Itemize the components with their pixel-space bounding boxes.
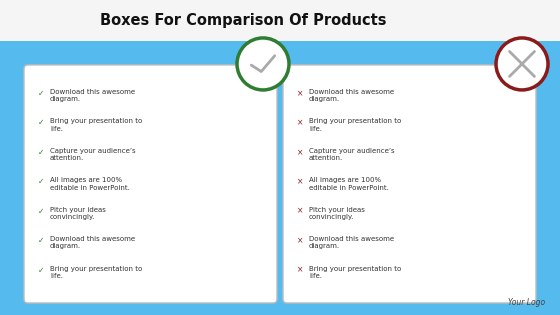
Text: Bring your presentation to
life.: Bring your presentation to life.	[309, 118, 402, 132]
Text: Bring your presentation to
life.: Bring your presentation to life.	[50, 266, 142, 279]
Text: ✓: ✓	[38, 177, 44, 186]
Text: Bring your presentation to
life.: Bring your presentation to life.	[309, 266, 402, 279]
FancyBboxPatch shape	[0, 0, 560, 41]
Text: ×: ×	[297, 177, 304, 186]
Text: ×: ×	[297, 236, 304, 245]
Text: ✓: ✓	[38, 148, 44, 157]
Text: ✓: ✓	[38, 118, 44, 127]
Text: Pitch your ideas
convincingly.: Pitch your ideas convincingly.	[50, 207, 106, 220]
Text: ×: ×	[297, 207, 304, 216]
Text: ✓: ✓	[38, 89, 44, 98]
Text: Capture your audience’s
attention.: Capture your audience’s attention.	[309, 148, 395, 161]
Text: ✓: ✓	[38, 207, 44, 216]
Text: ×: ×	[297, 118, 304, 127]
Circle shape	[496, 38, 548, 90]
Text: Your Logo: Your Logo	[508, 298, 545, 307]
Text: Download this awesome
diagram.: Download this awesome diagram.	[50, 236, 135, 249]
Text: All images are 100%
editable in PowerPoint.: All images are 100% editable in PowerPoi…	[50, 177, 130, 191]
Text: ✓: ✓	[38, 236, 44, 245]
Text: Pitch your ideas
convincingly.: Pitch your ideas convincingly.	[309, 207, 365, 220]
Text: Download this awesome
diagram.: Download this awesome diagram.	[309, 236, 394, 249]
Text: ×: ×	[297, 148, 304, 157]
Text: All images are 100%
editable in PowerPoint.: All images are 100% editable in PowerPoi…	[309, 177, 389, 191]
Circle shape	[237, 38, 289, 90]
FancyBboxPatch shape	[24, 65, 277, 303]
Text: Download this awesome
diagram.: Download this awesome diagram.	[309, 89, 394, 102]
Text: ×: ×	[297, 266, 304, 275]
FancyBboxPatch shape	[0, 41, 560, 315]
Text: Capture your audience’s
attention.: Capture your audience’s attention.	[50, 148, 136, 161]
Text: Bring your presentation to
life.: Bring your presentation to life.	[50, 118, 142, 132]
Text: ✓: ✓	[38, 266, 44, 275]
FancyBboxPatch shape	[283, 65, 536, 303]
Text: ×: ×	[297, 89, 304, 98]
Text: Boxes For Comparison Of Products: Boxes For Comparison Of Products	[100, 13, 386, 28]
Text: Download this awesome
diagram.: Download this awesome diagram.	[50, 89, 135, 102]
